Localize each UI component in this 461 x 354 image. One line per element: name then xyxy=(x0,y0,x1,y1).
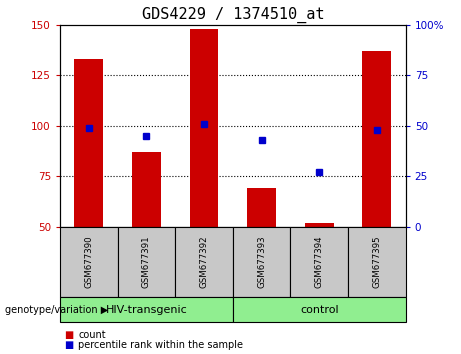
Bar xyxy=(132,152,161,227)
Text: count: count xyxy=(78,330,106,339)
Bar xyxy=(247,188,276,227)
Text: GSM677390: GSM677390 xyxy=(84,236,93,288)
Bar xyxy=(305,223,334,227)
Title: GDS4229 / 1374510_at: GDS4229 / 1374510_at xyxy=(142,7,324,23)
Text: ■: ■ xyxy=(65,330,74,339)
Text: GSM677391: GSM677391 xyxy=(142,236,151,288)
Text: control: control xyxy=(300,305,338,315)
Bar xyxy=(362,51,391,227)
Text: ■: ■ xyxy=(65,340,74,350)
Bar xyxy=(189,29,219,227)
Text: percentile rank within the sample: percentile rank within the sample xyxy=(78,340,243,350)
Text: GSM677392: GSM677392 xyxy=(200,236,208,288)
Text: GSM677394: GSM677394 xyxy=(315,236,324,288)
Bar xyxy=(74,59,103,227)
Text: genotype/variation ▶: genotype/variation ▶ xyxy=(5,305,108,315)
Text: HIV-transgenic: HIV-transgenic xyxy=(106,305,187,315)
Text: GSM677393: GSM677393 xyxy=(257,236,266,288)
Text: GSM677395: GSM677395 xyxy=(372,236,381,288)
